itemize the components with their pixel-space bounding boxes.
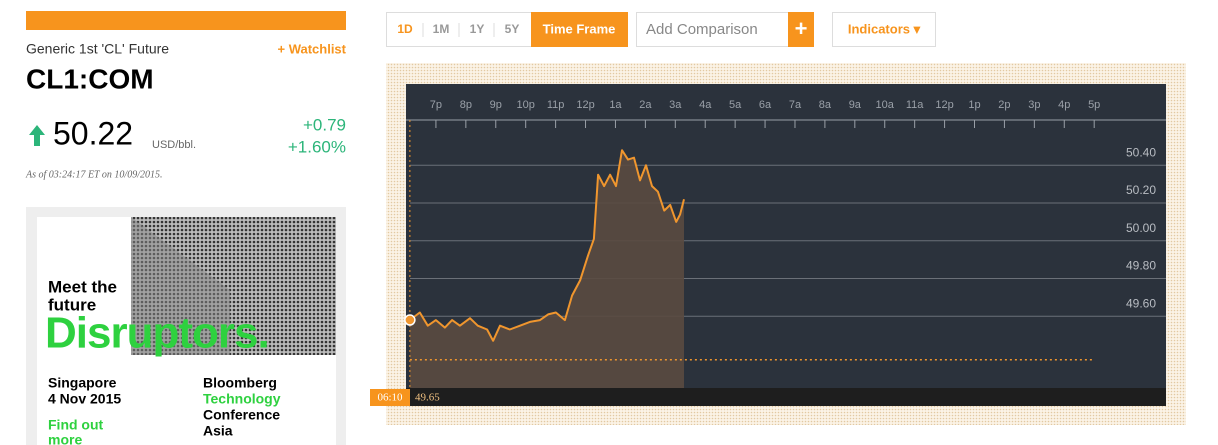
ad-event: Bloomberg (203, 375, 277, 391)
indicators-label: Indicators ▾ (848, 21, 921, 36)
x-tick-label: 7a (789, 99, 802, 111)
add-comparison-button[interactable] (788, 12, 814, 47)
watchlist-button[interactable]: + Watchlist (277, 41, 346, 56)
y-tick-label: 50.40 (1126, 145, 1156, 159)
x-tick-label: 7p (430, 99, 442, 111)
x-tick-label: 1p (968, 99, 980, 111)
ad-cta[interactable]: Find out (48, 417, 104, 433)
x-tick-label: 3a (669, 99, 682, 111)
indicators-button[interactable] (832, 12, 936, 47)
cursor-time: 06:10 (377, 392, 403, 404)
y-tick-label: 49.80 (1126, 259, 1156, 273)
x-tick-label: 2a (639, 99, 652, 111)
ad-event: Asia (203, 423, 233, 439)
y-tick-label: 49.60 (1126, 296, 1156, 310)
range-button[interactable]: 1Y (470, 22, 485, 36)
x-tick-label: 11a (906, 99, 924, 111)
ad-event: Conference (203, 407, 280, 423)
time-frame-label: Time Frame (543, 21, 616, 36)
area (409, 150, 684, 388)
change: +0.79 (303, 115, 346, 134)
price: 50.22 (53, 115, 133, 151)
x-tick-label: 10p (517, 99, 535, 111)
ad-headline: future (48, 295, 96, 314)
up-arrow (29, 125, 45, 146)
x-tick-label: 5a (729, 99, 742, 111)
cursor-time-box (370, 389, 410, 406)
x-tick-label: 1a (609, 99, 622, 111)
plot: 7p 8p 9p 10p 11p 12p 1a 2a 3a 4a 5a 6a 7a 8a 9a 10a 11a 1… (370, 99, 1166, 406)
ticker: CL1:COM (26, 63, 154, 94)
chart-footer (406, 388, 1166, 406)
brand-bar (26, 11, 346, 30)
y-tick-label: 50.20 (1126, 183, 1156, 197)
ad-headline: Meet the (48, 277, 117, 296)
x-tick-label: 6a (759, 99, 772, 111)
ad-event: Technology (203, 391, 281, 407)
comparison-placeholder: Add Comparison (646, 21, 758, 38)
ad-location: Singapore (48, 375, 117, 391)
time-frame-button[interactable] (531, 12, 628, 47)
x-tick-label: 8p (460, 99, 472, 111)
price-line (409, 149, 685, 342)
x-tick-label: 12p (576, 99, 594, 111)
x-tick-label: 2p (998, 99, 1010, 111)
x-tick-label: 10a (876, 99, 895, 111)
x-tick-label: 9p (490, 99, 502, 111)
ad-image-shade (131, 217, 230, 355)
x-tick-label: 9a (849, 99, 862, 111)
ad-cta[interactable]: more (48, 432, 82, 445)
range-button[interactable]: 5Y (505, 22, 520, 36)
timestamp: As of 03:24:17 ET on 10/09/2015. (25, 169, 162, 180)
x-tick-label: 12p (935, 99, 953, 111)
unit: USD/bbl. (152, 139, 196, 151)
x-tick-label: 4a (699, 99, 712, 111)
x-tick-label: 8a (819, 99, 832, 111)
x-tick-label: 11p (547, 99, 565, 111)
cursor-value: 49.65 (415, 392, 440, 404)
add-comparison-label: + (795, 16, 808, 41)
x-tick-label: 3p (1028, 99, 1040, 111)
cursor-point (404, 314, 416, 326)
range-button[interactable]: 1D (397, 22, 413, 36)
security-name: Generic 1st 'CL' Future (26, 41, 169, 57)
range-button[interactable]: 1M (433, 22, 450, 36)
y-tick-label: 50.00 (1126, 221, 1156, 235)
x-tick-label: 5p (1088, 99, 1100, 111)
change-percent: +1.60% (288, 137, 346, 156)
ad-date: 4 Nov 2015 (48, 391, 121, 407)
ad-brand-word: Disruptors. (45, 309, 269, 358)
x-tick-label: 4p (1058, 99, 1070, 111)
